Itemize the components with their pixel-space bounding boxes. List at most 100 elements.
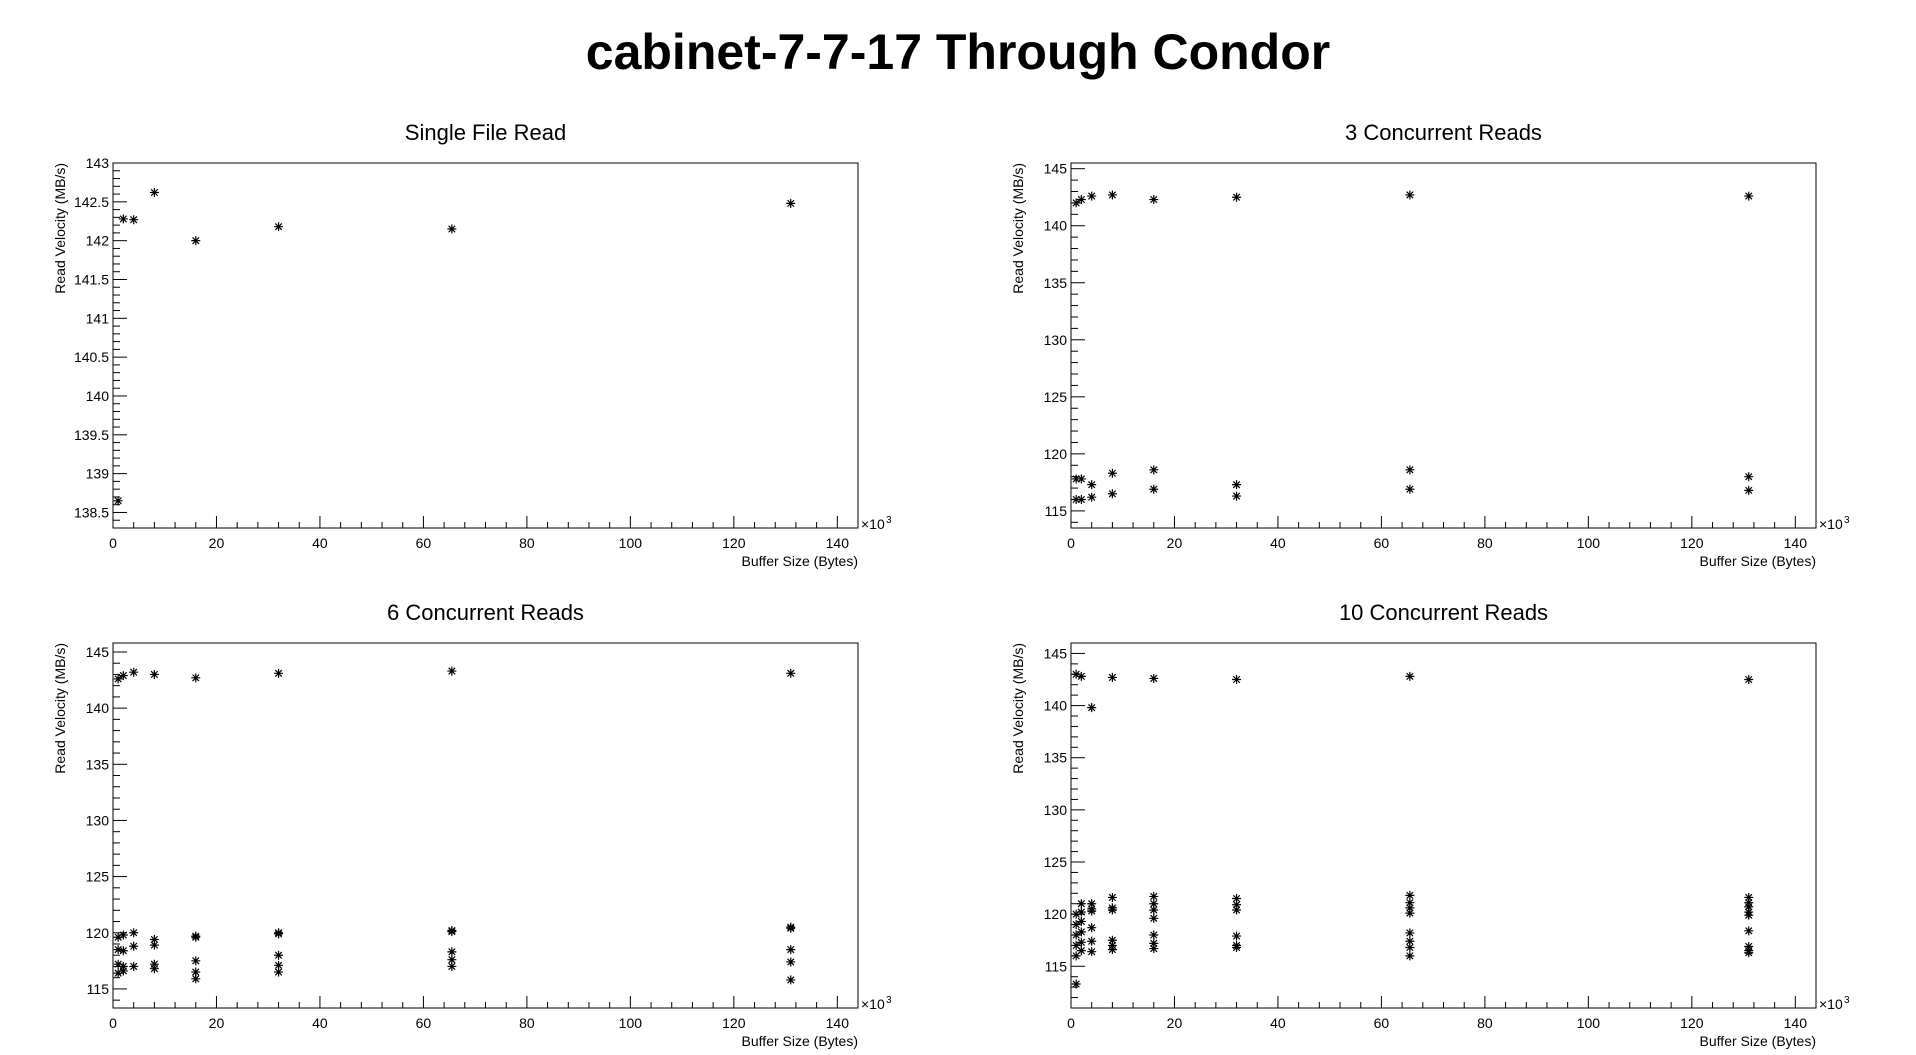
y-axis-label: Read Velocity (MB/s) (52, 163, 68, 294)
data-point (118, 930, 128, 940)
y-tick-label: 139 (86, 466, 110, 482)
data-point (1107, 672, 1117, 682)
data-point (191, 236, 201, 246)
y-tick-label: 141 (86, 310, 110, 326)
x-axis-multiplier: ×10 (1819, 516, 1843, 532)
data-point (1076, 927, 1086, 937)
x-tick-label: 140 (1784, 535, 1808, 551)
data-point (1405, 484, 1415, 494)
x-tick-label: 0 (109, 535, 117, 551)
x-tick-label: 80 (519, 535, 535, 551)
data-point (786, 957, 796, 967)
data-point (1071, 951, 1081, 961)
data-point (1107, 489, 1117, 499)
x-tick-label: 80 (1477, 535, 1493, 551)
y-tick-label: 138.5 (74, 504, 109, 520)
data-point (1405, 951, 1415, 961)
data-point (1744, 472, 1754, 482)
y-tick-label: 143 (86, 155, 110, 171)
data-point (113, 496, 123, 506)
data-point (447, 955, 457, 965)
main-title: cabinet-7-7-17 Through Condor (585, 24, 1331, 80)
y-axis-label: Read Velocity (MB/s) (1010, 643, 1026, 774)
data-point (149, 940, 159, 950)
panel-10-concurrent-reads: 10 Concurrent Reads 0 20 40 60 80 100 120 140 115… (1010, 600, 1850, 1049)
data-point (113, 945, 123, 955)
data-point (129, 941, 139, 951)
x-axis-multiplier: ×10 (861, 996, 885, 1012)
x-tick-label: 40 (1270, 535, 1286, 551)
y-tick-label: 142.5 (74, 194, 109, 210)
y-tick-label: 145 (1044, 161, 1068, 177)
data-point (274, 929, 284, 939)
data-point (1744, 191, 1754, 201)
x-axis-multiplier-exponent: 3 (1844, 995, 1850, 1006)
y-tick-label: 140 (1044, 218, 1068, 234)
data-point (1071, 979, 1081, 989)
data-point (1149, 673, 1159, 683)
y-tick-label: 140 (86, 388, 110, 404)
data-point (1076, 671, 1086, 681)
x-tick-label: 140 (826, 535, 850, 551)
data-point (1744, 485, 1754, 495)
data-point (1107, 190, 1117, 200)
y-tick-label: 125 (1044, 854, 1068, 870)
data-point (1405, 898, 1415, 908)
data-point (191, 956, 201, 966)
y-tick-label: 115 (87, 981, 110, 997)
data-point (1071, 494, 1081, 504)
x-axis-multiplier-exponent: 3 (886, 995, 892, 1006)
x-tick-label: 100 (619, 1015, 643, 1031)
x-axis-label: Buffer Size (Bytes) (742, 553, 858, 569)
data-point (118, 966, 128, 976)
data-point (149, 669, 159, 679)
y-tick-label: 145 (1044, 645, 1068, 661)
y-tick-label: 141.5 (74, 271, 109, 287)
data-point (447, 666, 457, 676)
y-tick-label: 115 (1045, 503, 1068, 519)
data-point (1107, 905, 1117, 915)
data-point (1405, 190, 1415, 200)
x-tick-label: 100 (619, 535, 643, 551)
data-point (1087, 936, 1097, 946)
data-point (1232, 192, 1242, 202)
x-axis-label: Buffer Size (Bytes) (742, 1033, 858, 1049)
x-tick-label: 60 (1374, 1015, 1390, 1031)
x-tick-label: 120 (1680, 1015, 1704, 1031)
data-point (786, 945, 796, 955)
y-tick-label: 135 (86, 756, 110, 772)
data-point (1071, 920, 1081, 930)
data-point (1107, 468, 1117, 478)
data-point (1405, 908, 1415, 918)
data-point (129, 667, 139, 677)
x-tick-label: 40 (312, 535, 328, 551)
data-point (1149, 905, 1159, 915)
data-point (1087, 923, 1097, 933)
data-point (447, 927, 457, 937)
data-point (1232, 931, 1242, 941)
data-point (1087, 899, 1097, 909)
x-tick-label: 60 (416, 535, 432, 551)
x-axis-multiplier-exponent: 3 (886, 515, 892, 526)
y-tick-label: 120 (1044, 446, 1068, 462)
panel-single-file-read: Single File Read 0 20 40 60 80 100 120 140 138.5 1… (52, 120, 892, 569)
data-point (1076, 195, 1086, 204)
data-point (1149, 465, 1159, 475)
x-tick-label: 0 (1067, 535, 1075, 551)
data-point (191, 974, 201, 984)
plot-frame (112, 642, 859, 1009)
data-point (149, 964, 159, 974)
data-point (274, 950, 284, 960)
y-axis-label: Read Velocity (MB/s) (1010, 163, 1026, 294)
data-point (1071, 930, 1081, 940)
y-tick-label: 130 (1044, 332, 1068, 348)
y-tick-label: 140 (1044, 698, 1068, 714)
data-point (1232, 943, 1242, 953)
data-point (274, 960, 284, 970)
y-tick-label: 120 (1044, 906, 1068, 922)
x-tick-label: 0 (109, 1015, 117, 1031)
data-point (1405, 903, 1415, 913)
data-point (1076, 474, 1086, 484)
x-tick-label: 120 (722, 535, 746, 551)
y-tick-label: 145 (86, 644, 110, 660)
